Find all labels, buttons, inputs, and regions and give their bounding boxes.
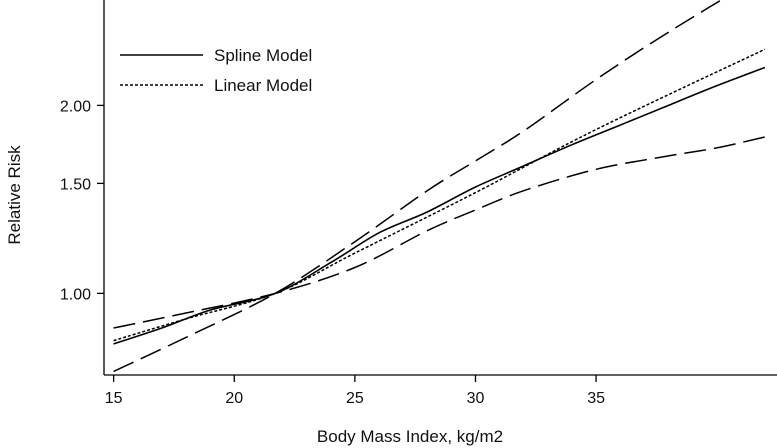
legend-label-linear-model: Linear Model (214, 76, 312, 95)
x-axis-title: Body Mass Index, kg/m2 (317, 427, 503, 446)
x-tick-label: 30 (467, 390, 485, 407)
confidence-bound-line-2 (113, 0, 723, 373)
x-tick-label: 25 (346, 390, 364, 407)
series-spline-model (113, 66, 766, 345)
y-tick-label: 2.00 (60, 98, 91, 115)
x-tick-label: 15 (105, 390, 123, 407)
y-tick-label: 1.00 (60, 286, 91, 303)
x-tick-label: 20 (225, 390, 243, 407)
legend: Spline Model Linear Model (120, 46, 312, 95)
confidence-bound-line-3 (113, 136, 766, 329)
y-tick-label: 1.50 (60, 176, 91, 193)
y-axis-title: Relative Risk (5, 145, 24, 245)
series-linear-model (113, 48, 766, 342)
series-layer (113, 0, 766, 373)
legend-label-spline-model: Spline Model (214, 46, 312, 65)
x-tick-label: 35 (587, 390, 605, 407)
axes-layer: 15 20 25 30 35 1.00 1.50 2.00 (60, 0, 777, 407)
